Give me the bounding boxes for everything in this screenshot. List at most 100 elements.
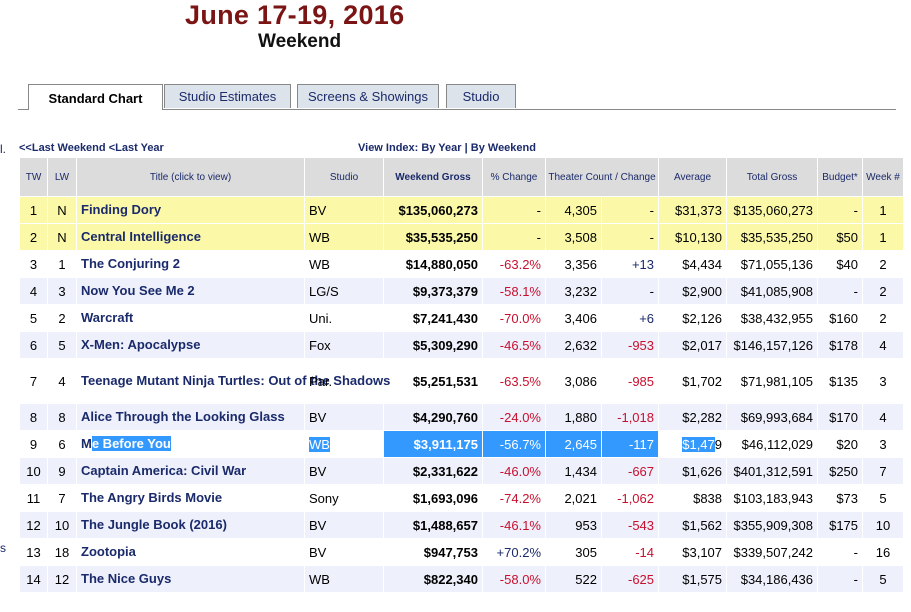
studio-link[interactable]: BV	[305, 404, 383, 430]
theater-change: -117	[602, 431, 659, 457]
pct-change: +70.2%	[483, 539, 545, 565]
budget: $178	[818, 332, 863, 358]
movie-title-link[interactable]: Now You See Me 2	[77, 278, 304, 304]
movie-title-link[interactable]: Finding Dory	[77, 197, 304, 223]
movie-title-link[interactable]: Me Before You	[77, 431, 304, 457]
tab-standard-chart[interactable]: Standard Chart	[28, 84, 163, 110]
by-year-link[interactable]: By Year	[421, 142, 462, 154]
tab-studio-estimates[interactable]: Studio Estimates	[164, 84, 291, 108]
studio-link[interactable]: BV	[305, 512, 383, 538]
rank-last-week: 1	[48, 251, 76, 277]
total-gross: $401,312,591	[727, 458, 818, 484]
theater-change: -14	[602, 539, 659, 565]
title-selected-part: e Before You	[91, 436, 171, 451]
col-header-pct-change[interactable]: % Change	[483, 158, 545, 196]
budget: $40	[818, 251, 863, 277]
col-header-average[interactable]: Average	[659, 158, 727, 196]
pct-change: -24.0%	[483, 404, 545, 430]
edge-mark-bottom: s	[0, 541, 6, 555]
col-header-budget[interactable]: Budget*	[818, 158, 863, 196]
weekend-gross: $14,880,050	[384, 251, 482, 277]
weekend-gross: $3,911,175	[384, 431, 482, 457]
budget: $160	[818, 305, 863, 331]
pct-change: -46.0%	[483, 458, 545, 484]
movie-title-link[interactable]: Alice Through the Looking Glass	[77, 404, 304, 430]
col-header-lw[interactable]: LW	[48, 158, 76, 196]
movie-title-link[interactable]: Central Intelligence	[77, 224, 304, 250]
pct-change: -63.5%	[483, 359, 545, 403]
theater-change: -985	[602, 359, 659, 403]
col-header-week[interactable]: Week #	[863, 158, 904, 196]
view-index-label: View Index:	[358, 142, 419, 154]
weekend-gross: $1,488,657	[384, 512, 482, 538]
rank-last-week: 18	[48, 539, 76, 565]
movie-title-link[interactable]: The Conjuring 2	[77, 251, 304, 277]
studio-link[interactable]: WB	[305, 251, 383, 277]
week-number: 2	[863, 278, 904, 304]
movie-title-link[interactable]: The Angry Birds Movie	[77, 485, 304, 511]
pct-change: -46.5%	[483, 332, 545, 358]
week-number: 4	[863, 332, 904, 358]
col-header-total-gross[interactable]: Total Gross	[727, 158, 818, 196]
studio-link[interactable]: BV	[305, 197, 383, 223]
studio-link[interactable]: BV	[305, 539, 383, 565]
theater-count: 3,232	[546, 278, 601, 304]
average: $838	[659, 485, 727, 511]
average: $4,434	[659, 251, 727, 277]
theater-change: +13	[602, 251, 659, 277]
studio-link[interactable]: WB	[305, 431, 383, 457]
total-gross: $35,535,250	[727, 224, 818, 250]
last-weekend-link[interactable]: <<Last Weekend	[19, 142, 106, 154]
col-header-weekend-gross[interactable]: Weekend Gross	[384, 158, 482, 196]
movie-title-link[interactable]: Captain America: Civil War	[77, 458, 304, 484]
studio-link[interactable]: Uni.	[305, 305, 383, 331]
studio-link[interactable]: WB	[305, 224, 383, 250]
by-weekend-link[interactable]: By Weekend	[470, 142, 536, 154]
theater-change: -1,018	[602, 404, 659, 430]
rank-this-week: 8	[20, 404, 47, 430]
table-row: 3 1 The Conjuring 2 WB $14,880,050 -63.2…	[20, 251, 904, 277]
movie-title-link[interactable]: X-Men: Apocalypse	[77, 332, 304, 358]
theater-change: -953	[602, 332, 659, 358]
studio-link[interactable]: Sony	[305, 485, 383, 511]
last-year-link[interactable]: <Last Year	[108, 142, 164, 154]
col-header-theater-count[interactable]: Theater Count / Change	[546, 158, 659, 196]
movie-title-link[interactable]: Warcraft	[77, 305, 304, 331]
chart-tabs: Standard Chart Studio Estimates Screens …	[18, 84, 896, 110]
rank-last-week: 10	[48, 512, 76, 538]
total-gross: $69,993,684	[727, 404, 818, 430]
average: $1,575	[659, 566, 727, 592]
total-gross: $71,055,136	[727, 251, 818, 277]
weekend-gross: $9,373,379	[384, 278, 482, 304]
weekend-gross: $822,340	[384, 566, 482, 592]
tab-screens-showings[interactable]: Screens & Showings	[297, 84, 439, 108]
movie-title-link[interactable]: The Jungle Book (2016)	[77, 512, 304, 538]
theater-change: -667	[602, 458, 659, 484]
theater-count: 1,434	[546, 458, 601, 484]
total-gross: $146,157,126	[727, 332, 818, 358]
col-header-studio[interactable]: Studio	[305, 158, 383, 196]
studio-link[interactable]: LG/S	[305, 278, 383, 304]
week-number: 5	[863, 485, 904, 511]
studio-link[interactable]: BV	[305, 458, 383, 484]
weekend-gross: $5,309,290	[384, 332, 482, 358]
col-header-title[interactable]: Title (click to view)	[77, 158, 304, 196]
weekend-gross: $1,693,096	[384, 485, 482, 511]
col-header-tw[interactable]: TW	[20, 158, 47, 196]
studio-selected-text: WB	[309, 436, 330, 452]
movie-title-link[interactable]: Zootopia	[77, 539, 304, 565]
theater-change: +6	[602, 305, 659, 331]
tab-studio[interactable]: Studio	[446, 84, 516, 108]
studio-link[interactable]: Par.	[305, 359, 383, 403]
movie-title-link[interactable]: Teenage Mutant Ninja Turtles: Out of the…	[77, 359, 390, 403]
movie-title-link[interactable]: The Nice Guys	[77, 566, 304, 592]
studio-link[interactable]: Fox	[305, 332, 383, 358]
theater-count: 4,305	[546, 197, 601, 223]
studio-link[interactable]: WB	[305, 566, 383, 592]
pct-change: -	[483, 197, 545, 223]
theater-count: 3,086	[546, 359, 601, 403]
weekend-gross: $5,251,531	[384, 359, 482, 403]
rank-last-week: 4	[48, 359, 76, 403]
table-row-selected: 9 6 Me Before You WB $3,911,175 -56.7% 2…	[20, 431, 904, 457]
table-row: 7 4 Teenage Mutant Ninja Turtles: Out of…	[20, 359, 904, 403]
